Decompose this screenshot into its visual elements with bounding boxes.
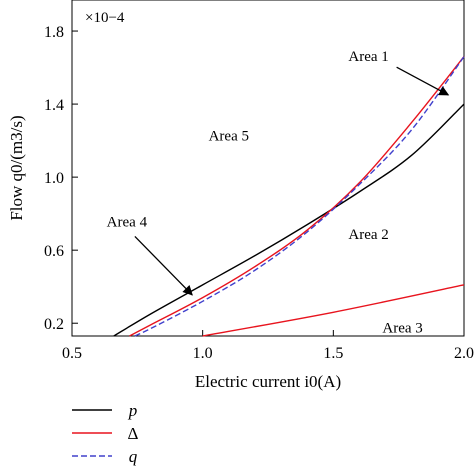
x-tick-label: 2.0 <box>454 345 474 362</box>
series-line-extra-3 <box>202 284 465 337</box>
series-line-curve-1 <box>129 56 465 337</box>
axis-ticks: 0.5 1.0 1.5 2.0 0.2 0.6 1.0 1.4 1.8 <box>44 24 474 362</box>
x-tick-label: 1.0 <box>193 345 213 362</box>
x-tick-label: 1.5 <box>323 345 343 362</box>
annotation-arrow <box>134 235 193 296</box>
plot-frame <box>71 0 465 337</box>
y-tick-label: 0.2 <box>44 316 64 333</box>
annotation-label: Area 1 <box>348 49 388 65</box>
legend-label: p <box>128 401 138 420</box>
legend: pΔq <box>72 401 139 466</box>
series-layer <box>113 56 465 337</box>
y-tick-label: 1.4 <box>44 97 64 114</box>
axis-multiplier: ×10−4 <box>85 10 125 26</box>
annotation-label: Area 2 <box>348 227 388 243</box>
series-line-curve-0 <box>113 103 465 337</box>
legend-label: Δ <box>128 424 139 443</box>
y-tick-label: 1.0 <box>44 170 64 187</box>
y-tick-label: 0.6 <box>44 243 64 260</box>
annotation-layer: Area 1 Area 2 Area 3 Area 4 Area 5 <box>107 49 450 336</box>
series-line-curve-2 <box>134 56 465 337</box>
annotation-label: Area 4 <box>107 214 148 230</box>
annotation-label: Area 3 <box>382 320 422 336</box>
x-tick-label: 0.5 <box>62 345 82 362</box>
y-axis-label: Flow q0/(m3/s) <box>7 115 26 220</box>
y-tick-label: 1.8 <box>44 24 64 41</box>
legend-label: q <box>129 447 138 466</box>
x-axis-label: Electric current i0(A) <box>195 372 341 391</box>
annotation-arrow <box>396 66 450 96</box>
annotation-label: Area 5 <box>209 129 249 145</box>
